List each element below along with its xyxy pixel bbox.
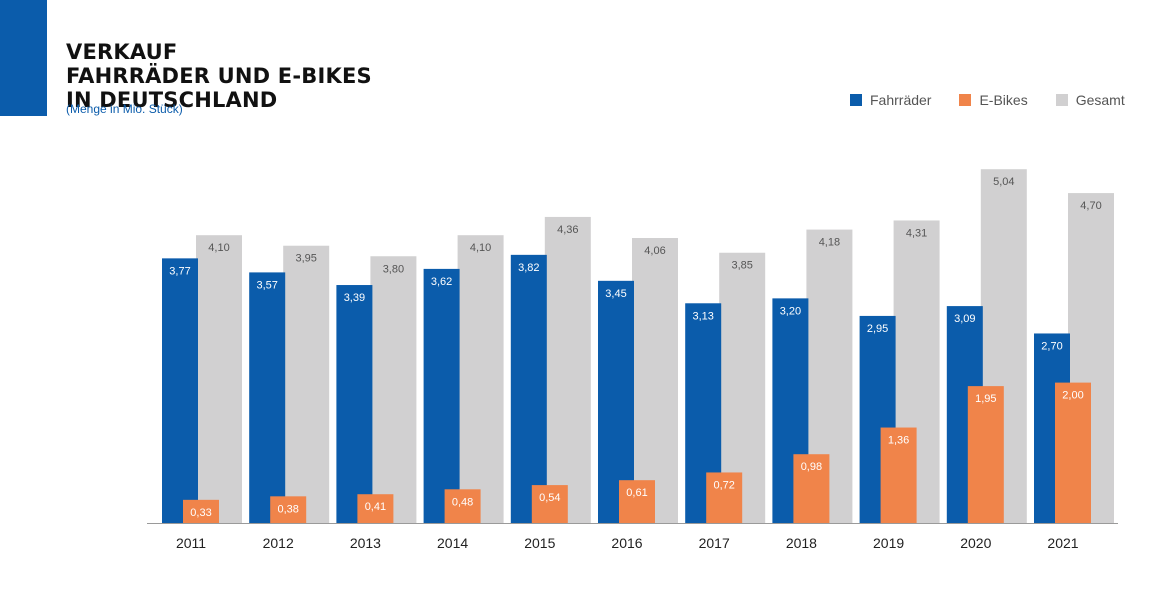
data-label-fahrraeder-2017: 3,13	[692, 310, 713, 322]
chart-title-line-1: VERKAUF	[66, 40, 178, 64]
data-label-fahrraeder-2016: 3,45	[605, 288, 626, 300]
bar-gesamt-2012	[283, 245, 330, 523]
legend-label-ebikes: E-Bikes	[979, 92, 1028, 108]
bar-ebikes-2015	[531, 485, 568, 523]
data-label-fahrraeder-2011: 3,77	[169, 265, 190, 277]
data-label-ebikes-2016: 0,61	[626, 487, 647, 499]
x-tick-label-2021: 2021	[1047, 535, 1078, 551]
x-tick-label-2011: 2011	[176, 535, 206, 551]
data-label-ebikes-2020: 1,95	[975, 393, 996, 405]
bar-gesamt-2013	[370, 256, 417, 523]
legend-item-ebikes: E-Bikes	[959, 92, 1028, 108]
legend-item-fahrraeder: Fahrräder	[850, 92, 931, 108]
data-label-ebikes-2019: 1,36	[888, 435, 909, 447]
data-label-gesamt-2016: 4,06	[644, 245, 665, 257]
bar-ebikes-2018	[793, 454, 830, 523]
bar-ebikes-2012	[270, 496, 307, 523]
legend-item-gesamt: Gesamt	[1055, 92, 1125, 108]
data-label-ebikes-2013: 0,41	[365, 501, 386, 513]
chart-subtitle: (Menge in Mio. Stück)	[66, 102, 183, 116]
data-label-gesamt-2015: 4,36	[557, 224, 578, 236]
legend-label-gesamt: Gesamt	[1075, 92, 1125, 108]
data-label-ebikes-2018: 0,98	[801, 461, 822, 473]
data-label-fahrraeder-2018: 3,20	[780, 305, 801, 317]
data-label-gesamt-2013: 3,80	[383, 263, 404, 275]
data-label-ebikes-2012: 0,38	[277, 503, 298, 515]
bar-gesamt-2014	[457, 235, 504, 523]
bar-ebikes-2017	[706, 472, 743, 523]
data-label-fahrraeder-2021: 2,70	[1041, 340, 1062, 352]
chart-legend: Fahrräder E-Bikes Gesamt	[850, 92, 1125, 108]
data-label-gesamt-2021: 4,70	[1080, 200, 1101, 212]
bar-ebikes-2019	[880, 427, 917, 523]
x-tick-label-2016: 2016	[611, 535, 642, 551]
data-label-ebikes-2011: 0,33	[190, 507, 211, 519]
data-label-gesamt-2018: 4,18	[819, 237, 840, 249]
chart-title: VERKAUF FAHRRÄDER UND E-BIKES IN DEUTSCH…	[66, 40, 372, 112]
x-tick-label-2013: 2013	[350, 535, 381, 551]
legend-swatch-fahrraeder	[850, 94, 862, 106]
x-tick-label-2012: 2012	[263, 535, 294, 551]
data-label-fahrraeder-2015: 3,82	[518, 262, 539, 274]
data-label-gesamt-2020: 5,04	[993, 176, 1014, 188]
bar-fahrraeder-2014	[423, 268, 460, 523]
data-label-fahrraeder-2013: 3,39	[344, 292, 365, 304]
data-label-gesamt-2012: 3,95	[295, 253, 316, 265]
data-label-ebikes-2014: 0,48	[452, 496, 473, 508]
data-label-gesamt-2014: 4,10	[470, 242, 491, 254]
chart-title-line-3: IN DEUTSCHLAND	[66, 88, 278, 112]
data-label-gesamt-2017: 3,85	[731, 260, 752, 272]
bar-fahrraeder-2012	[249, 272, 286, 523]
data-label-ebikes-2015: 0,54	[539, 492, 560, 504]
legend-swatch-gesamt	[1055, 94, 1068, 106]
data-label-fahrraeder-2012: 3,57	[256, 279, 277, 291]
bar-ebikes-2014	[444, 489, 481, 523]
x-tick-label-2017: 2017	[699, 535, 730, 551]
data-label-gesamt-2011: 4,10	[208, 242, 229, 254]
data-label-fahrraeder-2020: 3,09	[954, 313, 975, 325]
data-label-fahrraeder-2019: 2,95	[867, 323, 888, 335]
bar-ebikes-2020	[967, 386, 1004, 523]
data-label-ebikes-2017: 0,72	[713, 479, 734, 491]
data-label-fahrraeder-2014: 3,62	[431, 276, 452, 288]
data-label-ebikes-2021: 2,00	[1062, 390, 1083, 402]
data-label-gesamt-2019: 4,31	[906, 227, 927, 239]
bar-fahrraeder-2015	[510, 254, 547, 523]
x-tick-label-2018: 2018	[786, 535, 817, 551]
bar-ebikes-2011	[183, 499, 219, 523]
chart-title-line-2: FAHRRÄDER UND E-BIKES	[66, 64, 372, 88]
x-tick-label-2014: 2014	[437, 535, 468, 551]
x-tick-label-2019: 2019	[873, 535, 904, 551]
brand-accent-bar	[0, 0, 47, 116]
bar-gesamt-2011	[196, 235, 242, 523]
bar-ebikes-2013	[357, 494, 394, 523]
bar-fahrraeder-2011	[162, 258, 198, 523]
bar-ebikes-2021	[1055, 382, 1091, 523]
x-tick-label-2020: 2020	[960, 535, 991, 551]
bar-gesamt-2015	[544, 216, 591, 523]
x-tick-label-2015: 2015	[524, 535, 555, 551]
bar-ebikes-2016	[619, 480, 655, 523]
bar-gesamt-2016	[632, 238, 678, 524]
legend-label-fahrraeder: Fahrräder	[870, 92, 932, 108]
bar-fahrraeder-2013	[336, 285, 373, 523]
legend-swatch-ebikes	[959, 94, 972, 106]
